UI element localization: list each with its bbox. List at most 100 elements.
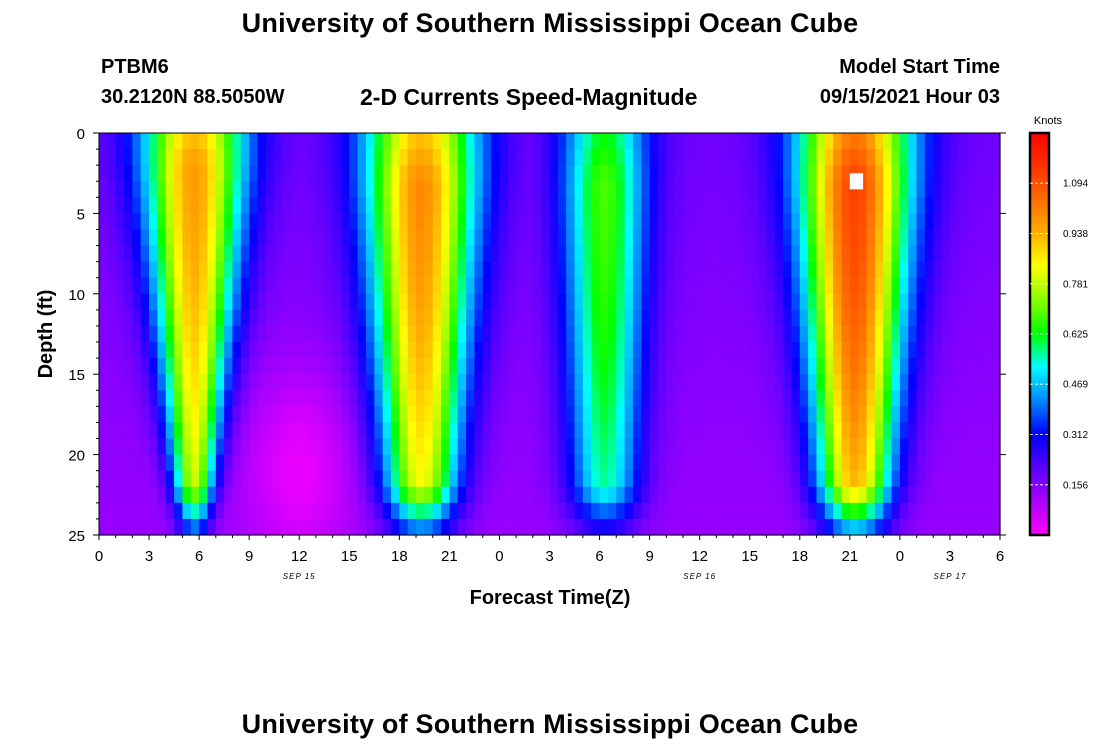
heatmap-cell xyxy=(390,261,400,279)
heatmap-cell xyxy=(491,149,501,166)
heatmap-cell xyxy=(891,309,901,327)
heatmap-cell xyxy=(657,486,667,504)
heatmap-cell xyxy=(207,133,217,150)
heatmap-cell xyxy=(215,309,225,327)
heatmap-cell xyxy=(599,293,609,311)
heatmap-cell xyxy=(908,422,918,440)
heatmap-cell xyxy=(374,149,384,166)
heatmap-cell xyxy=(532,149,542,166)
heatmap-cell xyxy=(441,325,450,343)
heatmap-cell xyxy=(866,342,876,359)
heatmap-cell xyxy=(466,165,476,182)
heatmap-cell xyxy=(691,213,701,231)
heatmap-cell xyxy=(324,325,334,343)
heatmap-cell xyxy=(324,213,334,231)
heatmap-cell xyxy=(741,309,751,327)
heatmap-cell xyxy=(708,293,717,311)
heatmap-cell xyxy=(157,149,167,166)
heatmap-cell xyxy=(265,133,275,150)
heatmap-cell xyxy=(349,325,359,343)
heatmap-cell xyxy=(916,486,926,504)
heatmap-cell xyxy=(891,358,901,375)
heatmap-cell xyxy=(941,422,951,440)
heatmap-cell xyxy=(666,454,676,472)
heatmap-cell xyxy=(566,197,576,214)
heatmap-cell xyxy=(232,133,242,150)
heatmap-cell xyxy=(674,390,684,407)
heatmap-cell xyxy=(691,374,701,391)
heatmap-cell xyxy=(449,133,459,150)
heatmap-cell xyxy=(599,518,609,536)
heatmap-cell xyxy=(399,454,409,472)
heatmap-cell xyxy=(324,181,334,198)
heatmap-cell xyxy=(791,358,801,375)
heatmap-cell xyxy=(182,165,192,182)
heatmap-cell xyxy=(616,309,626,327)
heatmap-cell xyxy=(466,486,476,504)
heatmap-cell xyxy=(774,309,784,327)
heatmap-cell xyxy=(374,358,384,375)
heatmap-cell xyxy=(849,293,859,311)
heatmap-cell xyxy=(949,502,959,520)
heatmap-cell xyxy=(99,261,108,279)
heatmap-cell xyxy=(174,261,184,279)
heatmap-cell xyxy=(315,293,325,311)
heatmap-cell xyxy=(749,277,759,295)
heatmap-cell xyxy=(858,181,868,198)
heatmap-cell xyxy=(99,502,108,520)
heatmap-cell xyxy=(899,470,909,488)
heatmap-cell xyxy=(541,454,551,472)
heatmap-cell xyxy=(357,309,367,327)
heatmap-cell xyxy=(524,213,534,231)
heatmap-cell xyxy=(224,229,234,247)
heatmap-cell xyxy=(357,342,367,359)
colorbar-tick-label: 0.469 xyxy=(1063,380,1088,391)
heatmap-cell xyxy=(157,309,167,327)
heatmap-cell xyxy=(441,133,450,150)
heatmap-cell xyxy=(332,518,342,536)
heatmap-cell xyxy=(641,133,651,150)
heatmap-cell xyxy=(249,358,259,375)
heatmap-cell xyxy=(566,309,576,327)
heatmap-cell xyxy=(99,325,108,343)
heatmap-cell xyxy=(324,454,334,472)
heatmap-cell xyxy=(240,245,250,263)
heatmap-cell xyxy=(933,342,943,359)
heatmap-cell xyxy=(874,390,884,407)
heatmap-cell xyxy=(591,325,601,343)
heatmap-cell xyxy=(916,213,926,231)
heatmap-cell xyxy=(524,229,534,247)
heatmap-cell xyxy=(549,342,559,359)
heatmap-cell xyxy=(874,325,884,343)
heatmap-cell xyxy=(399,261,409,279)
heatmap-cell xyxy=(607,438,617,456)
heatmap-cell xyxy=(874,277,884,295)
heatmap-cell xyxy=(357,133,367,150)
heatmap-cell xyxy=(182,149,192,166)
heatmap-cell xyxy=(340,422,350,440)
heatmap-cell xyxy=(265,422,275,440)
heatmap-cell xyxy=(983,470,993,488)
heatmap-cell xyxy=(616,342,626,359)
heatmap-cell xyxy=(607,454,617,472)
heatmap-cell xyxy=(215,406,225,424)
heatmap-cell xyxy=(582,245,592,263)
heatmap-cell xyxy=(182,309,192,327)
heatmap-cell xyxy=(507,149,517,166)
heatmap-cell xyxy=(324,518,334,536)
heatmap-cell xyxy=(282,293,292,311)
heatmap-cell xyxy=(132,454,142,472)
heatmap-cell xyxy=(557,374,567,391)
heatmap-cell xyxy=(549,197,559,214)
heatmap-cell xyxy=(616,245,626,263)
heatmap-cell xyxy=(599,358,609,375)
heatmap-cell xyxy=(457,422,467,440)
heatmap-cell xyxy=(307,438,317,456)
heatmap-cell xyxy=(457,438,467,456)
heatmap-cell xyxy=(157,454,167,472)
heatmap-cell xyxy=(224,181,234,198)
heatmap-cell xyxy=(516,518,526,536)
heatmap-cell xyxy=(816,133,826,150)
heatmap-cell xyxy=(657,309,667,327)
heatmap-cell xyxy=(190,342,200,359)
